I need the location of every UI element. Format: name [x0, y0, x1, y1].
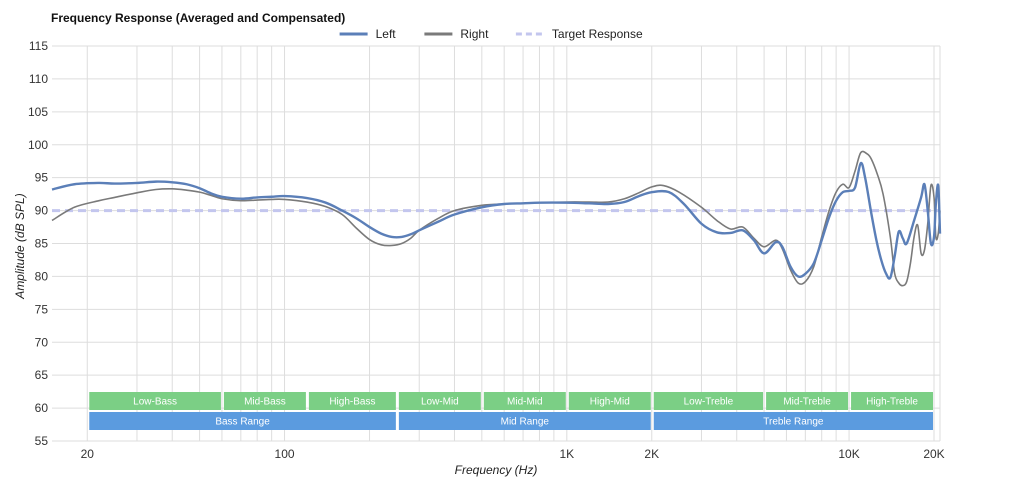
- y-tick-label: 90: [35, 204, 49, 218]
- x-tick-label: 20K: [923, 447, 944, 461]
- band-label: Bass Range: [215, 417, 270, 428]
- legend-label: Right: [460, 27, 489, 41]
- band-mid-bass: [223, 392, 306, 410]
- band-label: High-Mid: [590, 397, 630, 408]
- band-label: Treble Range: [763, 417, 824, 428]
- band-mid-treble: [766, 392, 849, 410]
- x-axis-label: Frequency (Hz): [455, 463, 538, 477]
- band-mid-range: [398, 412, 651, 430]
- y-tick-label: 85: [35, 237, 49, 251]
- band-high-bass: [308, 392, 396, 410]
- x-tick-label: 100: [275, 447, 295, 461]
- band-low-mid: [398, 392, 481, 410]
- band-low-treble: [653, 392, 764, 410]
- band-label: Mid Range: [501, 417, 550, 428]
- y-tick-label: 100: [28, 138, 48, 152]
- y-axis-label: Amplitude (dB SPL): [13, 193, 27, 299]
- chart-series: [51, 150, 942, 287]
- y-tick-label: 110: [29, 72, 48, 86]
- y-tick-label: 55: [35, 434, 49, 448]
- band-label: Mid-Mid: [507, 397, 543, 408]
- x-tick-label: 20: [81, 447, 95, 461]
- band-low-bass: [89, 392, 221, 410]
- y-gridlines: [52, 45, 940, 442]
- band-label: Low-Treble: [684, 397, 734, 408]
- y-tick-label: 60: [35, 401, 49, 415]
- y-tick-label: 70: [35, 335, 49, 349]
- band-high-mid: [568, 392, 651, 410]
- x-tick-label: 10K: [838, 447, 859, 461]
- band-bass-range: [89, 412, 396, 430]
- band-treble-range: [653, 412, 934, 430]
- legend-label: Target Response: [552, 27, 643, 41]
- y-tick-label: 75: [35, 302, 49, 316]
- y-tick-label: 95: [35, 171, 49, 185]
- y-axis-tick-labels: 55 60 65 70 75 80 85 90 95 100 105 110 115: [28, 39, 48, 448]
- band-mid-mid: [483, 392, 566, 410]
- legend-label: Left: [376, 27, 397, 41]
- chart-legend: Left Right Target Response: [339, 27, 643, 41]
- band-label: Low-Bass: [133, 397, 177, 408]
- x-tick-label: 1K: [559, 447, 574, 461]
- x-tick-label: 2K: [644, 447, 659, 461]
- band-label: Mid-Bass: [244, 397, 286, 408]
- frequency-bands: Low-Bass Mid-Bass High-Bass Low-Mid Mid-Mid H…: [89, 392, 934, 430]
- band-label: High-Treble: [866, 397, 918, 408]
- series-left: [51, 161, 942, 280]
- band-high-treble: [851, 392, 934, 410]
- band-label: High-Bass: [329, 397, 375, 408]
- y-tick-label: 65: [35, 368, 49, 382]
- series-right: [51, 150, 941, 287]
- band-label: Low-Mid: [421, 397, 459, 408]
- band-label: Mid-Treble: [783, 397, 831, 408]
- y-tick-label: 115: [29, 39, 48, 53]
- x-axis-tick-labels: 20 100 1K 2K 10K 20K: [81, 447, 945, 461]
- x-gridlines: [86, 46, 941, 441]
- chart-title: Frequency Response (Averaged and Compens…: [51, 11, 345, 25]
- y-tick-label: 80: [35, 269, 49, 283]
- y-tick-label: 105: [28, 105, 48, 119]
